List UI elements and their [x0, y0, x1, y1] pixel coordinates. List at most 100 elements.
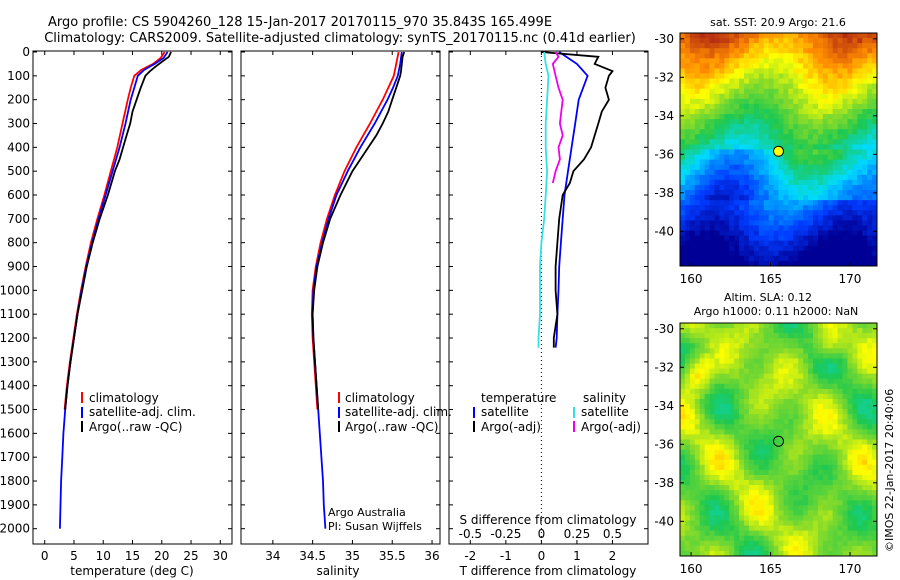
heatmap-cell: [729, 220, 735, 226]
heatmap-cell: [680, 510, 686, 516]
heatmap-cell: [684, 63, 691, 69]
heatmap-cell: [857, 414, 863, 420]
depth-axis: 0100200300400500600700800900100011001200…: [0, 45, 232, 536]
heatmap-cell: [798, 540, 804, 547]
heatmap-cell: [753, 439, 760, 445]
heatmap-cell: [734, 545, 740, 552]
heatmap-cell: [699, 38, 706, 44]
lat-tick-label: -30: [654, 322, 674, 336]
heatmap-cell: [852, 215, 858, 221]
heatmap-cell: [739, 164, 745, 171]
heatmap-cell: [867, 439, 873, 445]
heatmap-cell: [724, 495, 730, 501]
heatmap-cell: [827, 139, 834, 145]
heatmap-cell: [817, 179, 824, 186]
heatmap-cell: [763, 485, 770, 491]
heatmap-cell: [689, 154, 696, 161]
heatmap-cell: [709, 449, 715, 456]
heatmap-cell: [808, 363, 814, 369]
heatmap-cell: [832, 139, 838, 145]
heatmap-cell: [699, 358, 706, 364]
heatmap-cell: [783, 449, 789, 456]
heatmap-cell: [847, 520, 853, 527]
heatmap-cell: [783, 93, 789, 100]
heatmap-cell: [832, 540, 838, 547]
heatmap-cell: [763, 429, 770, 435]
heatmap-cell: [699, 68, 706, 74]
heatmap-cell: [832, 250, 838, 257]
heatmap-cell: [763, 93, 770, 100]
heatmap-cell: [719, 464, 725, 471]
heatmap-cell: [798, 83, 804, 90]
heatmap-cell: [694, 434, 701, 440]
heatmap-cell: [729, 200, 735, 206]
heatmap-cell: [773, 439, 779, 445]
heatmap-cell: [680, 164, 686, 171]
heatmap-cell: [699, 363, 706, 369]
heatmap-cell: [744, 444, 750, 451]
heatmap-cell: [793, 328, 799, 334]
heatmap-cell: [719, 383, 725, 390]
heatmap-cell: [748, 245, 755, 252]
heatmap-cell: [822, 134, 829, 140]
heatmap-cell: [867, 368, 873, 375]
heatmap-cell: [778, 154, 784, 161]
heatmap-cell: [680, 490, 686, 496]
heatmap-cell: [842, 184, 848, 191]
heatmap-cell: [783, 459, 789, 466]
heatmap-cell: [694, 240, 701, 247]
heatmap-cell: [684, 179, 691, 186]
heatmap-cell: [699, 169, 706, 176]
heatmap-cell: [872, 149, 878, 155]
temperature-axis: 0 5 10 15 20 25 30: [41, 51, 228, 563]
heatmap-cell: [783, 68, 789, 74]
heatmap-cell: [852, 464, 858, 471]
heatmap-cell: [758, 328, 765, 334]
heatmap-cell: [827, 134, 834, 140]
heatmap-cell: [847, 33, 853, 39]
heatmap-cell: [832, 404, 838, 410]
legend-label-climatology: climatology: [345, 391, 415, 405]
heatmap-cell: [847, 108, 853, 115]
heatmap-cell: [808, 124, 814, 130]
heatmap-cell: [763, 353, 770, 359]
heatmap-cell: [684, 495, 691, 501]
heatmap-cell: [744, 530, 750, 537]
heatmap-cell: [847, 98, 853, 105]
heatmap-cell: [753, 459, 760, 466]
heatmap-cell: [748, 343, 755, 349]
heatmap-cell: [753, 260, 760, 267]
heatmap-cell: [734, 434, 740, 440]
heatmap-cell: [827, 363, 834, 369]
heatmap-cell: [753, 388, 760, 395]
heatmap-cell: [714, 240, 720, 247]
heatmap-cell: [763, 210, 770, 216]
heatmap-cell: [763, 114, 770, 120]
heatmap-cell: [734, 368, 740, 375]
heatmap-cell: [822, 505, 829, 511]
heatmap-cell: [773, 114, 779, 120]
heatmap-cell: [768, 215, 774, 221]
heatmap-cell: [788, 78, 794, 85]
heatmap-cell: [778, 439, 784, 445]
heatmap-cell: [867, 200, 873, 206]
heatmap-cell: [768, 73, 774, 79]
heatmap-cell: [812, 348, 819, 354]
heatmap-cell: [788, 368, 794, 375]
heatmap-cell: [763, 469, 770, 476]
heatmap-cell: [778, 393, 784, 400]
heatmap-cell: [694, 530, 701, 537]
heatmap-cell: [734, 459, 740, 466]
heatmap-cell: [768, 108, 774, 115]
heatmap-cell: [724, 58, 730, 64]
heatmap-cell: [758, 439, 765, 445]
heatmap-cell: [798, 348, 804, 354]
heatmap-cell: [788, 240, 794, 247]
heatmap-cell: [763, 515, 770, 521]
heatmap-cell: [862, 454, 868, 461]
heatmap-cell: [857, 235, 863, 242]
heatmap-cell: [867, 154, 873, 161]
heatmap-cell: [778, 210, 784, 216]
heatmap-cell: [729, 255, 735, 262]
heatmap-cell: [744, 240, 750, 247]
